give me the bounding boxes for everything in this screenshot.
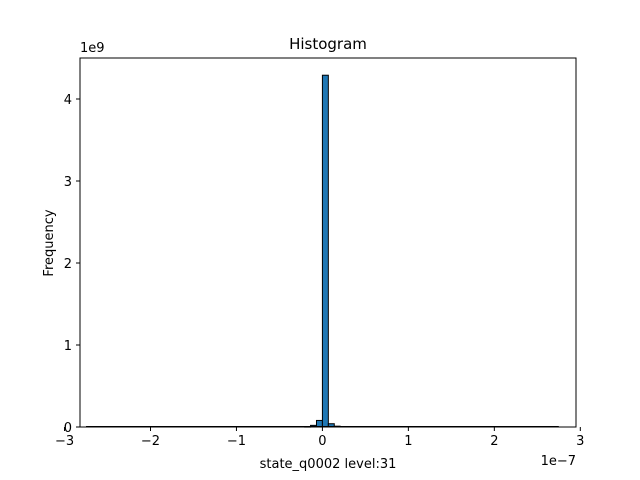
x-tick-label: 2: [490, 434, 498, 449]
y-tick-label: 4: [64, 93, 72, 108]
y-tick-label: 0: [64, 421, 72, 436]
y-axis-scale-label: 1e9: [80, 41, 105, 56]
y-tick-label: 2: [64, 257, 72, 272]
x-axis-label: state_q0002 level:31: [260, 457, 397, 472]
x-tick-label: −2: [141, 434, 160, 449]
chart-title: Histogram: [289, 35, 367, 53]
y-axis-label: Frequency: [42, 209, 57, 276]
x-tick-label: −3: [55, 434, 74, 449]
x-axis-ticks: −3 −2 −1 0 1 2 3: [55, 427, 584, 449]
histogram-bar: [321, 74, 329, 428]
axes-frame: [79, 57, 577, 428]
x-tick-label: 0: [318, 434, 326, 449]
y-axis-ticks: 0 1 2 3 4: [64, 93, 80, 436]
x-tick-label: 3: [576, 434, 584, 449]
y-tick-label: 3: [64, 175, 72, 190]
x-tick-label: −1: [227, 434, 246, 449]
y-tick-label: 1: [64, 339, 72, 354]
x-axis-scale-label: 1e−7: [541, 454, 576, 469]
x-tick-label: 1: [404, 434, 412, 449]
